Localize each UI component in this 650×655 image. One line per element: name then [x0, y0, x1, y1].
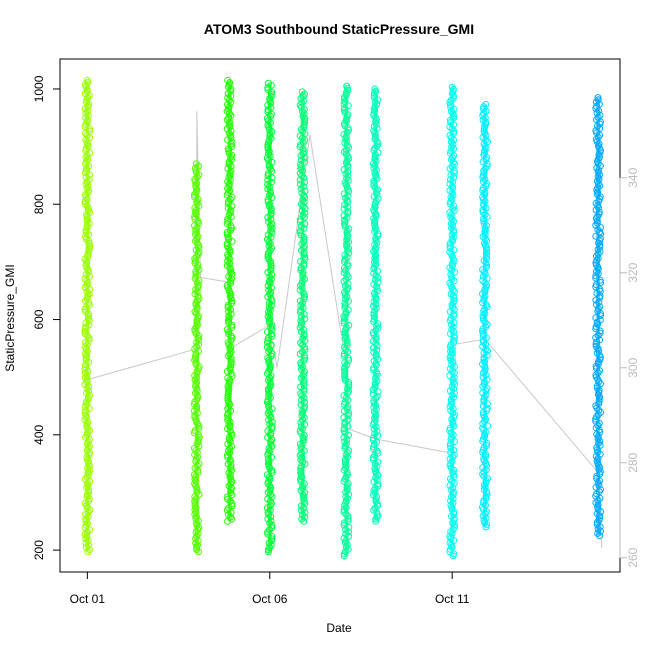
- y-axis-label: StaticPressure_GMI: [3, 264, 17, 371]
- y2-tick-label: 340: [626, 167, 640, 187]
- band-core: [450, 87, 455, 556]
- y-axis: 200 400 600 800 1000: [32, 75, 61, 560]
- data-band-9: [479, 101, 491, 531]
- x-axis: Oct 01 Oct 06 Oct 11: [70, 571, 470, 606]
- data-bands-layer: [81, 76, 605, 560]
- band-core: [300, 91, 305, 522]
- x-tick-label: Oct 06: [252, 592, 288, 606]
- x-axis-label: Date: [326, 621, 352, 635]
- y-tick-label: 400: [32, 424, 46, 444]
- plot-frame: [59, 58, 621, 573]
- band-core: [373, 89, 378, 522]
- band-core: [194, 163, 199, 552]
- y-tick-label: 600: [32, 309, 46, 329]
- data-band-1: [81, 76, 94, 556]
- chart-title: ATOM3 Southbound StaticPressure_GMI: [204, 21, 474, 37]
- secondary-series-layer: [87, 111, 603, 549]
- data-point: [340, 552, 348, 560]
- secondary-series-line: [87, 111, 603, 549]
- data-band-2: [190, 160, 203, 556]
- band-core: [85, 80, 90, 552]
- y2-axis: 260 280 300 320 340: [619, 167, 640, 568]
- y2-tick-label: 300: [626, 357, 640, 377]
- data-band-7: [369, 85, 382, 525]
- band-core: [483, 104, 487, 527]
- band-core: [227, 80, 232, 522]
- y-tick-label: 200: [32, 540, 46, 560]
- y2-tick-label: 260: [626, 547, 640, 567]
- x-tick-label: Oct 11: [435, 592, 470, 606]
- data-band-10: [592, 94, 605, 540]
- band-core: [344, 86, 349, 556]
- data-band-4: [263, 79, 276, 556]
- data-band-6: [340, 82, 353, 560]
- y-tick-label: 800: [32, 194, 46, 214]
- y-tick-label: 1000: [32, 75, 46, 102]
- y2-tick-label: 320: [626, 262, 640, 282]
- data-band-5: [296, 88, 309, 525]
- band-core: [596, 97, 601, 536]
- y2-tick-label: 280: [626, 452, 640, 472]
- x-tick-label: Oct 01: [70, 592, 106, 606]
- data-band-8: [446, 83, 459, 560]
- data-band-3: [223, 76, 236, 525]
- band-core: [267, 83, 272, 552]
